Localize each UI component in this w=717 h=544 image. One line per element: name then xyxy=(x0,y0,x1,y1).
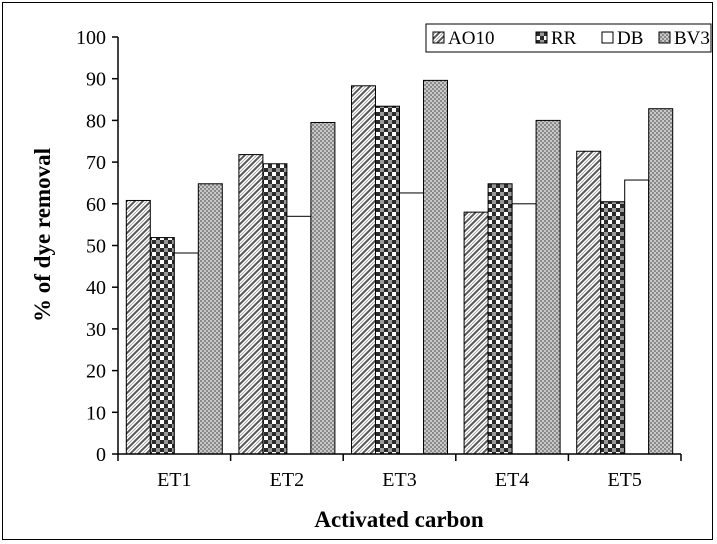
y-tick-label: 90 xyxy=(86,69,106,91)
bar-bv3-et5 xyxy=(648,108,674,455)
legend-swatch-bv3 xyxy=(658,31,671,44)
bar-rr-et1 xyxy=(149,237,175,455)
bar-ao10-et2 xyxy=(238,154,264,455)
y-tick-label: 30 xyxy=(86,319,106,341)
bar-bv3-et2 xyxy=(310,121,336,455)
bar-rr-et5 xyxy=(600,201,626,455)
y-tick-label: 60 xyxy=(86,194,106,216)
bar-ao10-et3 xyxy=(351,85,376,455)
bar-rr-et3 xyxy=(375,105,400,455)
y-tick-label: 10 xyxy=(86,402,106,424)
y-tick-label: 100 xyxy=(76,27,106,49)
bar-db-et2 xyxy=(286,215,312,455)
bars-layer xyxy=(125,79,674,455)
legend-label-bv3: BV3 xyxy=(674,28,710,49)
x-tick-label: ET3 xyxy=(382,469,416,491)
x-axis-title: Activated carbon xyxy=(314,507,483,532)
x-tick-label: ET4 xyxy=(495,469,529,491)
y-tick-label: 80 xyxy=(86,110,106,132)
x-tick-label: ET2 xyxy=(270,469,304,491)
legend-swatch-db xyxy=(601,31,614,44)
bar-rr-et4 xyxy=(487,183,513,455)
y-axis-title: % of dye removal xyxy=(30,148,55,322)
bar-bv3-et4 xyxy=(535,119,561,455)
y-tick-label: 20 xyxy=(86,361,106,383)
bar-ao10-et5 xyxy=(576,150,602,455)
y-tick-label: 40 xyxy=(86,277,106,299)
bar-rr-et2 xyxy=(262,163,288,455)
legend-swatch-rr xyxy=(535,31,548,44)
bar-ao10-et1 xyxy=(125,199,151,455)
bar-db-et1 xyxy=(173,252,199,455)
legend-label-rr: RR xyxy=(551,28,577,49)
bar-bv3-et3 xyxy=(423,79,448,455)
bar-ao10-et4 xyxy=(463,211,489,455)
x-tick-label: ET5 xyxy=(607,469,641,491)
x-tick-label: ET1 xyxy=(157,469,191,491)
bar-bv3-et1 xyxy=(197,183,223,455)
legend: AO10 RR DB BV3 xyxy=(425,23,712,53)
legend-swatch-ao10 xyxy=(432,31,445,44)
y-tick-label: 70 xyxy=(86,152,106,174)
y-tick-label: 0 xyxy=(96,444,106,466)
x-ticks: ET1 ET2 ET3 ET4 ET5 xyxy=(117,454,682,491)
y-tick-label: 50 xyxy=(86,236,106,258)
y-ticks: 0 10 20 30 40 50 60 70 80 90 100 xyxy=(76,27,118,466)
bar-db-et4 xyxy=(511,203,537,455)
bar-db-et5 xyxy=(624,179,650,455)
bar-db-et3 xyxy=(399,192,424,455)
legend-label-db: DB xyxy=(617,28,643,49)
legend-label-ao10: AO10 xyxy=(448,28,494,49)
